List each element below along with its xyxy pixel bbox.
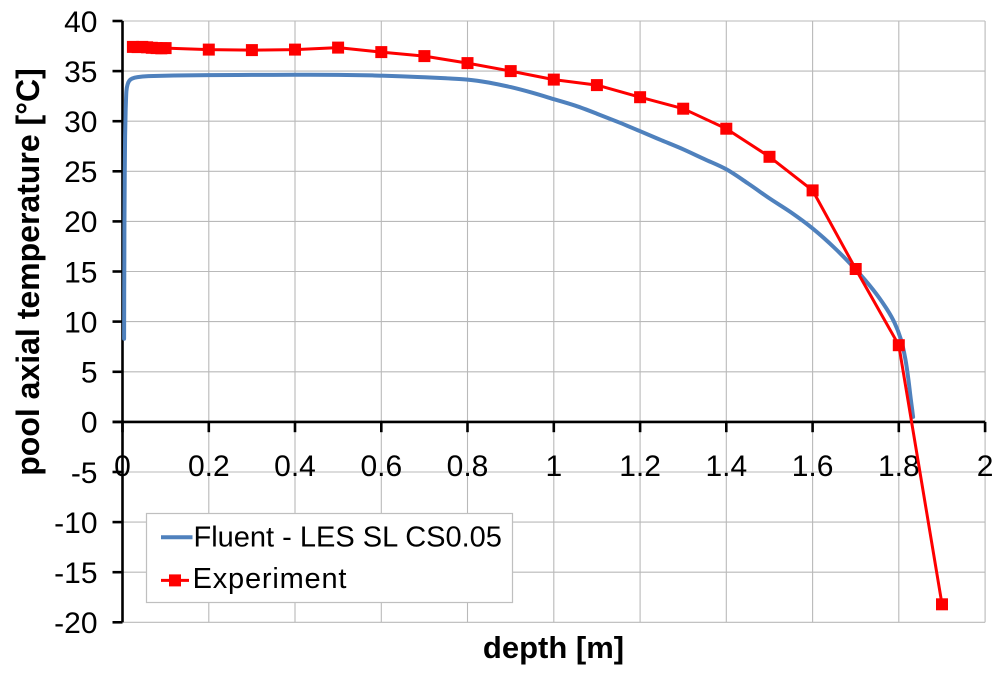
- svg-text:10: 10: [64, 306, 97, 339]
- svg-text:1: 1: [545, 450, 562, 483]
- svg-text:pool axial temperature [°C]: pool axial temperature [°C]: [10, 68, 46, 476]
- svg-text:20: 20: [64, 206, 97, 239]
- svg-text:40: 40: [64, 6, 97, 39]
- svg-text:Fluent - LES SL CS0.05: Fluent - LES SL CS0.05: [194, 521, 502, 553]
- svg-text:1.2: 1.2: [619, 450, 661, 483]
- svg-text:-15: -15: [54, 557, 97, 590]
- svg-text:-20: -20: [54, 607, 97, 640]
- svg-text:-5: -5: [71, 457, 98, 490]
- svg-text:0: 0: [114, 450, 131, 483]
- svg-text:35: 35: [64, 56, 97, 89]
- svg-text:2: 2: [977, 450, 994, 483]
- svg-text:1.6: 1.6: [792, 450, 834, 483]
- svg-text:depth [m]: depth [m]: [483, 630, 624, 665]
- svg-text:15: 15: [64, 256, 97, 289]
- svg-text:0: 0: [81, 407, 98, 440]
- svg-text:0.2: 0.2: [188, 450, 230, 483]
- svg-text:-10: -10: [54, 507, 97, 540]
- svg-text:0.4: 0.4: [274, 450, 316, 483]
- svg-text:30: 30: [64, 106, 97, 139]
- svg-text:25: 25: [64, 156, 97, 189]
- svg-text:5: 5: [81, 357, 98, 390]
- svg-text:0.6: 0.6: [360, 450, 402, 483]
- svg-text:0.8: 0.8: [447, 450, 489, 483]
- svg-text:1.4: 1.4: [705, 450, 747, 483]
- svg-text:Experiment: Experiment: [193, 563, 348, 595]
- svg-text:1.8: 1.8: [878, 450, 920, 483]
